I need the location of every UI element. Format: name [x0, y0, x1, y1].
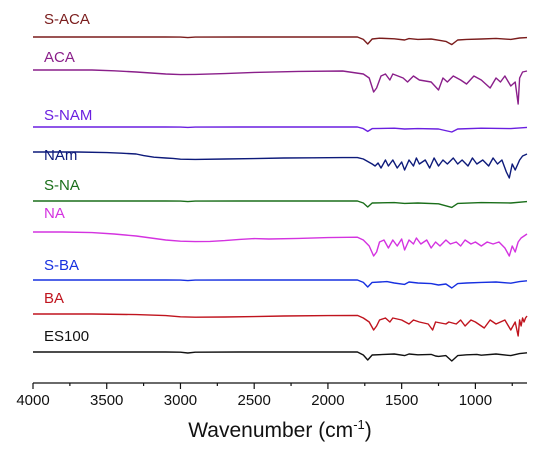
series-label-nam: NAm [44, 147, 77, 164]
x-axis-title-main: Wavenumber (cm [188, 419, 353, 442]
series-labels: S-ACA ACA S-NAM NAm S-NA NA S-BA BA ES100 [44, 11, 92, 345]
series-label-es100: ES100 [44, 328, 89, 345]
series-label-s-ba: S-BA [44, 257, 79, 274]
x-axis-title: Wavenumber (cm-1) [188, 417, 372, 442]
x-tick-label-3500: 3500 [90, 392, 123, 409]
series-line-s-nam [33, 126, 528, 133]
series-label-aca: ACA [44, 49, 75, 66]
x-axis-title-close: ) [365, 419, 372, 442]
series-label-s-aca: S-ACA [44, 11, 90, 28]
x-tick-label-1000: 1000 [459, 392, 492, 409]
series-label-ba: BA [44, 290, 64, 307]
series-label-s-na: S-NA [44, 177, 80, 194]
x-axis-ticks: 4000 3500 3000 2500 2000 1500 1000 [16, 383, 513, 409]
series-label-na: NA [44, 205, 65, 222]
x-tick-label-3000: 3000 [164, 392, 197, 409]
x-tick-label-1500: 1500 [385, 392, 418, 409]
series-line-s-na [33, 200, 528, 209]
x-tick-label-2500: 2500 [238, 392, 271, 409]
series-line-s-aca [33, 36, 528, 46]
series-line-es100 [33, 351, 528, 362]
series-layer [33, 36, 528, 362]
x-axis-title-superscript: -1 [353, 417, 365, 432]
x-tick-label-4000: 4000 [16, 392, 49, 409]
series-line-na [33, 231, 528, 257]
series-line-ba [33, 313, 528, 337]
series-line-nam [33, 151, 528, 179]
series-line-s-ba [33, 279, 528, 289]
series-line-aca [33, 69, 528, 105]
x-tick-label-2000: 2000 [311, 392, 344, 409]
series-label-s-nam: S-NAM [44, 107, 92, 124]
